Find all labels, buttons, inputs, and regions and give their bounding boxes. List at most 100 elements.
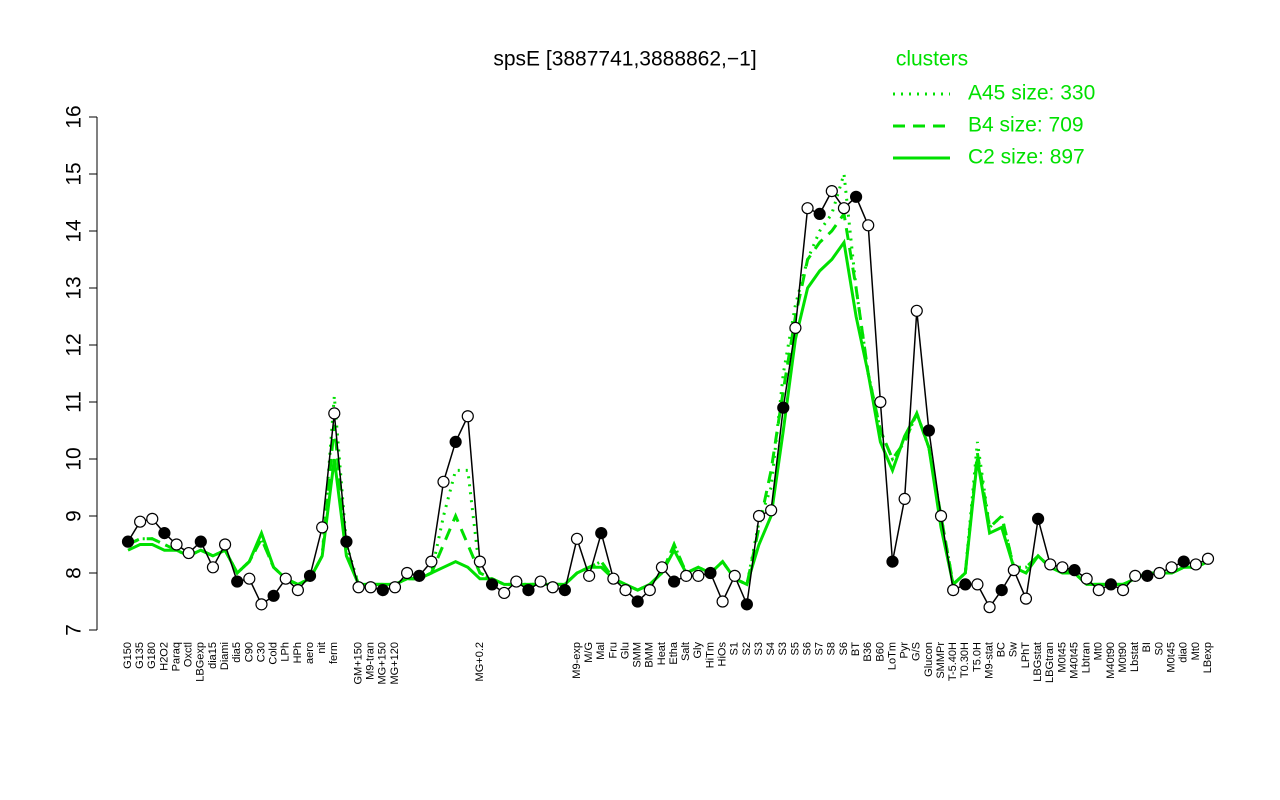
data-point (995, 583, 1008, 597)
chart-title: spsE [3887741,3888862,−1] (493, 48, 756, 71)
data-point (546, 581, 559, 594)
x-tick-label: HiTm (704, 642, 716, 668)
x-tick-label: M9-tran (365, 642, 377, 680)
x-tick-label: Mt0 (1093, 642, 1105, 660)
x-tick-label: S1 (729, 642, 741, 655)
data-point (158, 526, 171, 540)
x-tick-label: Paraq (170, 642, 182, 671)
data-point (619, 583, 632, 597)
x-tick-label: S5 (789, 642, 801, 655)
x-tick-label: LoTm (886, 642, 898, 670)
x-tick-label: T5.0H (971, 642, 983, 672)
data-point (1032, 512, 1045, 525)
data-point (704, 566, 717, 580)
x-tick-label: MG+150 (377, 642, 389, 685)
data-point (971, 578, 984, 591)
data-point (206, 561, 220, 574)
x-tick-label: Glucon (923, 642, 935, 677)
data-point (388, 581, 402, 594)
data-point (898, 492, 911, 505)
x-tick-label: G135 (134, 642, 146, 669)
data-point (680, 569, 693, 582)
data-point (849, 190, 863, 203)
x-tick-label: aero (304, 642, 316, 664)
data-point (303, 569, 317, 582)
x-tick-label: Sw (1008, 642, 1020, 657)
data-point (1189, 558, 1202, 571)
legend-label: B4 size: 709 (968, 114, 1084, 137)
y-tick-label: 11 (63, 391, 86, 413)
data-point (1201, 552, 1215, 565)
x-tick-label: S0 (1153, 642, 1165, 655)
x-tick-label: S6 (801, 642, 813, 655)
x-tick-label: C90 (243, 642, 255, 662)
x-tick-label: S7 (814, 642, 826, 655)
x-tick-label: Cold (268, 642, 280, 665)
x-tick-label: G/S (911, 642, 923, 661)
x-tick-label: MG+120 (389, 642, 401, 685)
y-tick-label: 12 (63, 333, 86, 356)
y-tick-label: 10 (63, 447, 86, 470)
y-tick-label: 16 (63, 105, 86, 128)
x-tick-label: M0t45 (1166, 642, 1178, 673)
x-tick-label: S8 (826, 642, 838, 655)
x-tick-label: LBGstat (1032, 642, 1044, 682)
data-point (231, 575, 244, 588)
x-tick-label: dia0 (1178, 642, 1190, 663)
data-point (765, 504, 778, 517)
data-point (947, 583, 960, 597)
data-point (1116, 583, 1130, 597)
data-point (813, 207, 826, 220)
x-tick-label: GM+150 (352, 642, 364, 685)
data-point (1092, 583, 1105, 597)
data-point (449, 435, 462, 448)
data-point (607, 572, 620, 585)
data-point (667, 575, 681, 588)
series-line (127, 189, 1209, 609)
data-point (401, 566, 414, 580)
data-point (121, 535, 135, 548)
x-tick-label: ferm (328, 642, 340, 664)
data-point (473, 555, 487, 568)
legend-label: C2 size: 897 (968, 146, 1085, 169)
data-point (837, 202, 851, 215)
x-tick-label: M9-stat (983, 642, 995, 679)
x-tick-label: Etha (668, 641, 680, 665)
data-point (959, 578, 972, 591)
data-point (777, 401, 790, 414)
data-point (352, 581, 365, 594)
data-point (643, 583, 656, 597)
series-line (127, 210, 1209, 592)
data-point (862, 219, 875, 232)
x-tick-label: LBGtran (1044, 642, 1056, 683)
data-point (522, 583, 535, 597)
x-tick-label: Lbtran (1081, 642, 1093, 673)
x-tick-label: LPh (280, 642, 292, 662)
x-tick-label: Pyr (899, 642, 911, 659)
x-tick-label: S3 (753, 642, 765, 655)
x-tick-label: M9-exp (571, 642, 583, 679)
x-tick-label: Oxctl (183, 642, 195, 667)
data-point (570, 532, 584, 545)
y-tick-label: 8 (63, 567, 86, 579)
data-point (510, 575, 523, 588)
x-tick-label: Gly (692, 642, 704, 659)
x-tick-label: B36 (862, 642, 874, 662)
data-point (255, 598, 268, 611)
data-point (364, 581, 377, 594)
data-point (485, 578, 499, 591)
data-point (328, 407, 341, 420)
x-tick-label: S4 (765, 642, 777, 655)
x-tick-label: nit (316, 642, 328, 654)
data-point (498, 586, 511, 600)
data-point (1068, 564, 1081, 577)
x-tick-label: Mal (595, 642, 607, 660)
data-point (1141, 569, 1154, 582)
data-point (983, 601, 996, 614)
x-tick-label: dia15 (207, 642, 219, 669)
data-point (437, 475, 450, 488)
x-tick-label: LBGexp (195, 642, 207, 682)
data-point (595, 526, 608, 540)
x-tick-label: G150 (122, 642, 134, 669)
data-point (170, 538, 183, 551)
